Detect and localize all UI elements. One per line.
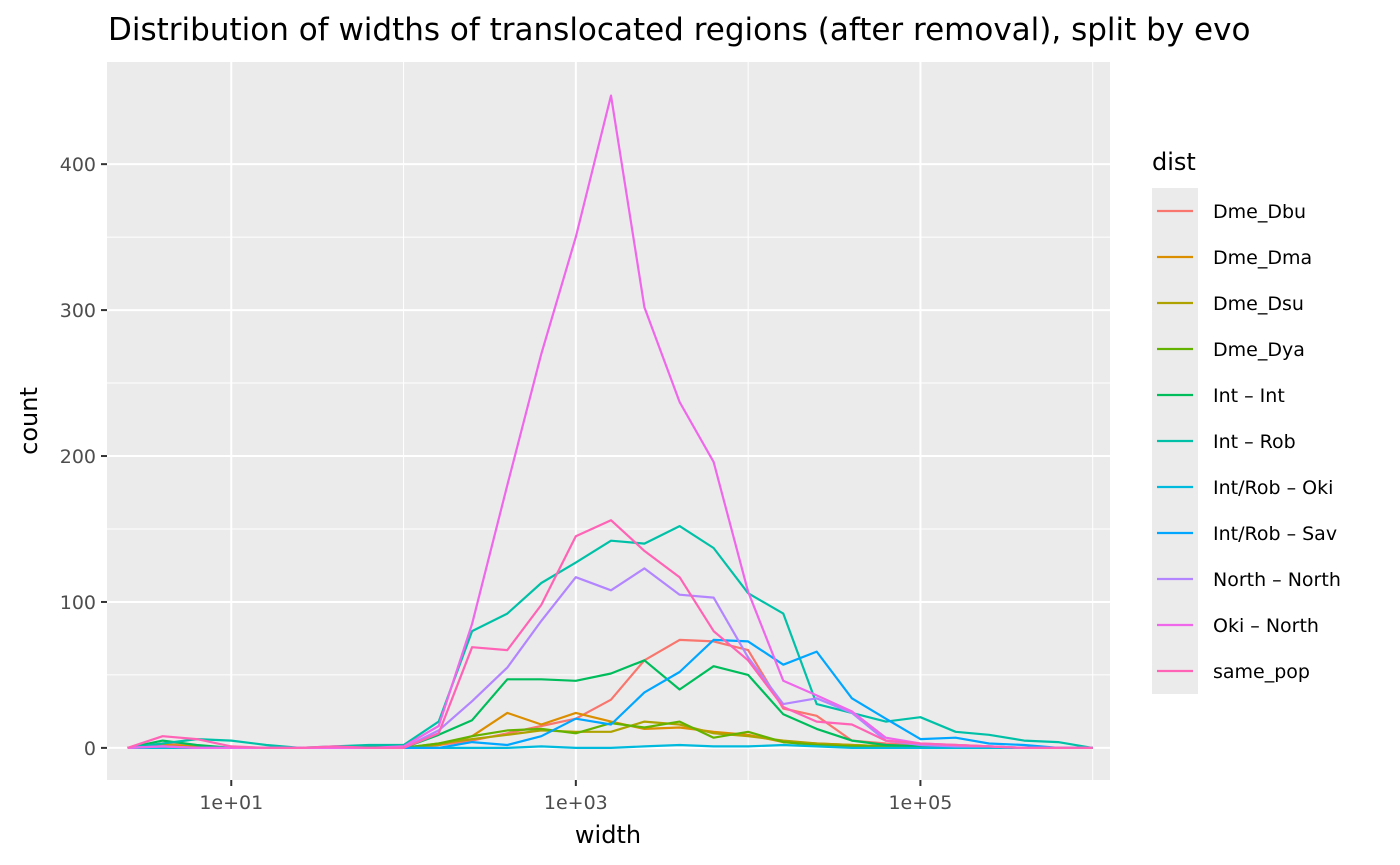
plot-panel [107, 62, 1110, 780]
y-tick-label: 300 [60, 300, 96, 322]
y-tick-label: 200 [60, 446, 96, 468]
y-axis: 0 100 200 300 400 [60, 154, 107, 760]
grid-minor [58, 62, 1110, 780]
x-tick-label: 1e+05 [888, 792, 952, 814]
legend-label: Dme_Dsu [1213, 293, 1304, 315]
legend-label: Int/Rob – Oki [1213, 477, 1333, 499]
legend-label: Oki – North [1213, 615, 1319, 637]
legend-label: Int – Rob [1213, 431, 1296, 453]
legend-label: Int/Rob – Sav [1213, 523, 1337, 545]
chart-title: Distribution of widths of translocated r… [108, 12, 1250, 48]
legend-label: Dme_Dma [1213, 247, 1312, 269]
legend-label: Dme_Dya [1213, 339, 1305, 361]
y-axis-title: count [15, 387, 43, 455]
y-tick-label: 400 [60, 154, 96, 176]
legend-label: Dme_Dbu [1213, 201, 1306, 223]
x-axis: 1e+01 1e+03 1e+05 [199, 780, 952, 814]
x-tick-label: 1e+01 [199, 792, 263, 814]
series-line [127, 519, 1093, 750]
legend-label: North – North [1213, 569, 1341, 591]
legend-label: Int – Int [1213, 385, 1285, 407]
legend-label: same_pop [1213, 661, 1310, 683]
x-axis-title: width [575, 821, 641, 849]
legend: dist Dme_Dbu Dme_Dma Dme_Dsu Dme_Dya Int – I… [1152, 148, 1341, 694]
legend-items: Dme_Dbu Dme_Dma Dme_Dsu Dme_Dya Int – Int Int… [1152, 188, 1341, 694]
y-tick-label: 100 [60, 592, 96, 614]
y-tick-label: 0 [84, 738, 96, 760]
legend-title: dist [1152, 148, 1196, 176]
x-tick-label: 1e+03 [544, 792, 608, 814]
series-layer [127, 94, 1093, 750]
